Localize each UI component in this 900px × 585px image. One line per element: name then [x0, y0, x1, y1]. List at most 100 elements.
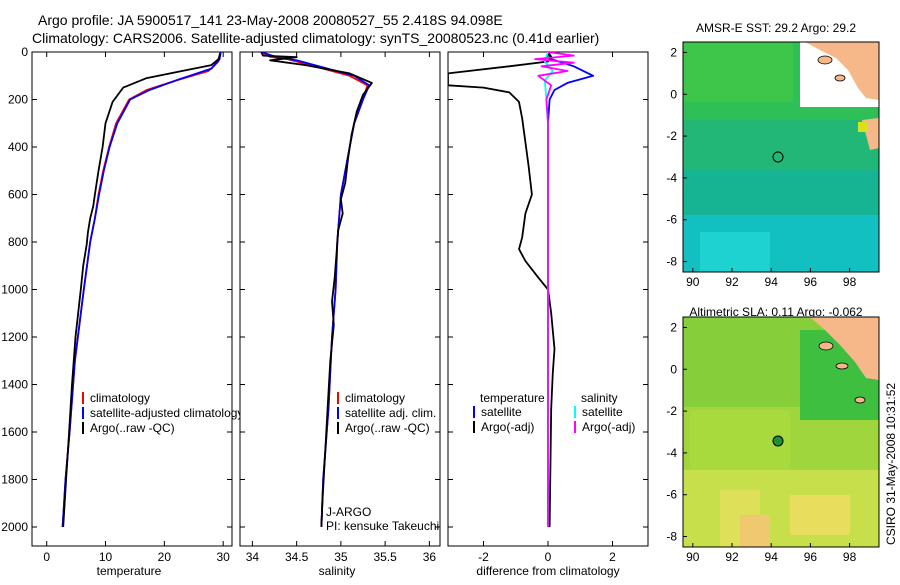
temperature-panel: 0 10 20 30 0 200 400 600 800 1000 1200 1400 1600 1800…	[1, 45, 243, 578]
temperature-ticks: 0 10 20 30 0 200 400 600 800 1000 1200 1400 1600 1800…	[1, 45, 232, 564]
title-line-1: Argo profile: JA 5900517_141 23-May-2008…	[38, 12, 503, 28]
sla-map-field	[683, 317, 879, 547]
legend-label-sal-argo: Argo(-adj)	[582, 420, 635, 434]
map-y-tick-label: 2	[670, 45, 677, 59]
temperature-series	[61, 52, 222, 528]
x-tick-label: 10	[99, 550, 113, 564]
sst-field-band-2	[683, 170, 879, 220]
sla-argo-marker	[772, 435, 784, 447]
map-x-tick-label: 98	[843, 550, 857, 564]
difference-ticks: -2 0 2	[448, 51, 648, 564]
map-y-tick-label: 0	[670, 87, 677, 101]
legend-label-argo: Argo(..raw -QC)	[345, 421, 430, 435]
sst-map: AMSR-E SST: 29.2 Argo: 29.2 90 92 94 96 98 -8…	[666, 21, 880, 289]
map-y-tick-label: -8	[666, 255, 677, 269]
sst-map-frame	[682, 41, 880, 273]
map-x-tick-label: 94	[765, 275, 779, 289]
difference-xlabel: difference from climatology	[476, 564, 619, 578]
sst-island-simeulue	[817, 55, 833, 65]
y-tick-label: 1000	[1, 283, 28, 297]
series-line-argo-raw-qc	[260, 52, 373, 528]
salinity-legend: climatology satellite adj. clim. Argo(..…	[337, 391, 436, 435]
x-tick-label: 34.5	[285, 550, 309, 564]
legend-heading-salinity: salinity	[581, 391, 618, 405]
series-line-temperature-argo-adj	[448, 52, 556, 528]
float-program-annotation: J-ARGO	[326, 505, 371, 519]
y-tick-label: 1600	[1, 425, 28, 439]
sla-land-sumatra	[810, 317, 879, 380]
sla-map-ticks: 90 92 94 96 98 -8 -6 -4 -2 0 2	[666, 320, 856, 564]
map-x-tick-label: 94	[765, 550, 779, 564]
y-tick-label: 1400	[1, 378, 28, 392]
temperature-legend: climatology satellite-adjusted climatolo…	[82, 391, 243, 435]
map-x-tick-label: 92	[725, 550, 739, 564]
sla-map: Altimetric SLA: 0.11 Argo: -0.062 90 92 94…	[666, 305, 880, 564]
x-tick-label: 0	[43, 550, 50, 564]
temperature-axes-box	[31, 51, 233, 547]
map-x-tick-label: 90	[686, 550, 700, 564]
sla-island-simeulue	[818, 341, 834, 351]
x-tick-label: 36	[423, 550, 437, 564]
sla-field-high-2	[790, 495, 850, 535]
sla-island-siberut	[854, 396, 866, 404]
sla-field-peak	[740, 515, 770, 547]
y-tick-label: 400	[8, 140, 28, 154]
sst-map-title: AMSR-E SST: 29.2 Argo: 29.2	[696, 21, 856, 35]
salinity-ticks: 34 34.5 35 35.5 36	[240, 51, 440, 564]
y-tick-label: 200	[8, 93, 28, 107]
title-line-2: Climatology: CARS2006. Satellite-adjuste…	[32, 30, 599, 46]
x-tick-label: 35.5	[373, 550, 397, 564]
timestamp-label: CSIRO 31-May-2008 10:31:52	[884, 383, 898, 545]
x-tick-label: 34	[246, 550, 260, 564]
salinity-axes-box	[239, 51, 441, 547]
legend-label-climatology: climatology	[90, 391, 150, 405]
sla-map-frame	[682, 316, 880, 548]
map-y-tick-label: -2	[666, 404, 677, 418]
legend-heading-temperature: temperature	[480, 391, 545, 405]
map-y-tick-label: -2	[666, 129, 677, 143]
map-x-tick-label: 96	[804, 550, 818, 564]
x-tick-label: 20	[158, 550, 172, 564]
map-y-tick-label: -6	[666, 213, 677, 227]
sst-argo-marker	[772, 151, 784, 163]
salinity-xlabel: salinity	[319, 564, 356, 578]
map-y-tick-label: -4	[666, 171, 677, 185]
legend-label-temp-argo: Argo(-adj)	[481, 420, 534, 434]
difference-panel: -2 0 2 difference from climatology tempera…	[447, 51, 649, 578]
y-tick-label: 1200	[1, 330, 28, 344]
legend-label-satellite-adj: satellite adj. clim.	[345, 406, 436, 420]
map-y-tick-label: -4	[666, 446, 677, 460]
legend-label-argo: Argo(..raw -QC)	[90, 421, 175, 435]
temperature-xlabel: temperature	[97, 564, 162, 578]
map-y-tick-label: 0	[670, 362, 677, 376]
sla-island-nias	[835, 362, 849, 370]
series-line-salinity-argo-adj	[534, 52, 575, 527]
sla-map-title: Altimetric SLA: 0.11 Argo: -0.062	[689, 305, 863, 319]
x-tick-label: 2	[609, 550, 616, 564]
difference-legend: temperature satellite Argo(-adj) salinit…	[473, 391, 635, 434]
y-tick-label: 0	[21, 45, 28, 59]
map-y-tick-label: -6	[666, 488, 677, 502]
sst-island-nias	[834, 74, 846, 82]
map-x-tick-label: 92	[725, 275, 739, 289]
sst-warm-cell	[858, 122, 868, 132]
salinity-series	[260, 52, 373, 528]
x-tick-label: 0	[545, 550, 552, 564]
difference-series	[448, 52, 595, 528]
y-tick-label: 600	[8, 188, 28, 202]
sst-map-ticks: 90 92 94 96 98 -8 -6 -4 -2 0 2	[666, 45, 856, 289]
y-tick-label: 2000	[1, 520, 28, 534]
series-line-argo-raw-qc	[62, 52, 222, 528]
map-x-tick-label: 90	[686, 275, 700, 289]
sst-map-field	[683, 42, 879, 272]
sst-land-sumatra	[805, 42, 879, 100]
sst-field-cool-patch	[700, 232, 770, 272]
sst-field-warm-north	[683, 42, 793, 102]
map-y-tick-label: -8	[666, 530, 677, 544]
x-tick-label: -2	[478, 550, 489, 564]
legend-label-sal-satellite: satellite	[582, 405, 623, 419]
x-tick-label: 35	[334, 550, 348, 564]
map-x-tick-label: 96	[804, 275, 818, 289]
